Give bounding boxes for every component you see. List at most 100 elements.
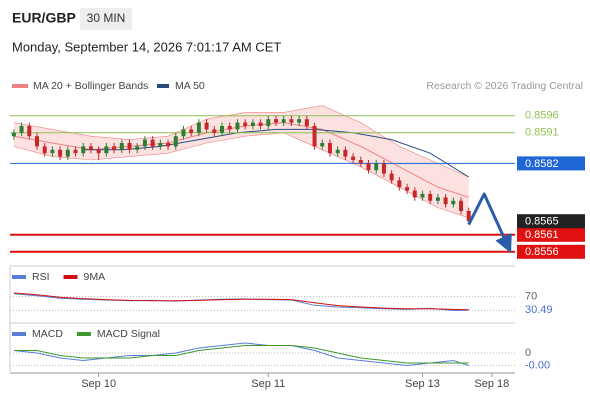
candle-body [158,143,163,147]
current-price-label: 0.8565 [525,216,559,228]
series-line [13,342,469,367]
candle-body [451,200,456,205]
current-label: 30.49 [525,304,553,316]
candle-body [366,163,371,171]
candle-body [50,149,55,154]
candle-body [297,119,302,123]
candle-body [150,139,155,147]
legend-label: MACD Signal [97,328,160,340]
candle-body [250,122,255,126]
candle-body [142,139,147,147]
legend-label: MACD [32,328,63,340]
candle-body [73,149,78,154]
datetime: Monday, September 14, 2026 7:01:17 AM CE… [12,39,281,54]
candle-body [112,146,117,150]
current-price-box [517,214,585,229]
candle-body [405,187,410,191]
candle-body [220,126,225,133]
candle-body [34,136,39,147]
candle-body [258,122,263,126]
legend-label: 9MA [84,271,106,283]
candle-body [127,143,132,150]
candle-body [181,129,186,137]
candle-body [397,180,402,188]
candle-body [343,149,348,157]
candle-body [173,136,178,147]
legend-swatch [12,84,28,88]
candle-body [58,149,63,157]
candle-body [166,143,171,147]
legend-swatch [76,332,91,336]
candle-body [19,126,24,133]
candle-body [420,194,425,198]
candle-body [312,126,317,147]
level-label-box [517,156,585,171]
y-tick-label: 0 [525,347,531,359]
candle-body [42,146,47,154]
candle-body [435,197,440,201]
candle-body [459,200,464,211]
candle-body [65,149,70,157]
forecast-arrow [467,192,512,254]
candle-body [81,146,86,154]
candle-body [235,122,240,130]
series-line [13,345,469,364]
candle-body [320,143,325,147]
bollinger-upper [13,105,469,178]
interval: 30 MIN [87,11,126,25]
candle-body [412,190,417,198]
candle-body [273,119,278,123]
candle-body [389,173,394,181]
candle-body [281,119,286,123]
candle-body [196,122,201,133]
candle-body [27,126,32,137]
x-tick-label: Sep 11 [251,378,285,390]
candle-body [119,143,124,150]
candle-body [351,156,356,160]
candle-body [96,149,101,154]
bollinger-band [13,105,469,218]
credit: Research © 2026 Trading Central [426,80,583,92]
legend-label: MA 20 + Bollinger Bands [33,80,148,92]
candle-body [304,119,309,126]
candle-body [466,211,471,222]
candle-body [227,126,232,130]
level-label: 0.8582 [525,158,559,170]
series-line [13,292,469,311]
legend-swatch [63,275,78,279]
symbol: EUR/GBP [12,10,76,26]
ma50-line [83,128,469,178]
candle-body [88,146,93,150]
candle-body [204,122,209,130]
current-label: -0.00 [525,359,550,371]
candle-body [335,149,340,154]
legend-label: RSI [32,271,50,283]
y-tick-label: 70 [525,290,537,302]
candle-body [104,146,109,154]
x-tick-label: Sep 10 [81,378,116,390]
x-tick-label: Sep 18 [474,378,509,390]
candle-body [327,143,332,154]
legend-label: MA 50 [175,80,205,92]
candle-body [443,197,448,205]
x-tick-label: Sep 13 [405,378,440,390]
candle-body [428,194,433,201]
level-label-box [517,244,585,259]
candle-body [189,129,194,133]
legend-swatch [157,84,169,88]
candle-body [135,146,140,150]
candle-body [266,119,271,126]
legend-swatch [12,332,26,336]
level-label: 0.8561 [525,229,559,241]
level-label: 0.8556 [525,246,559,258]
interval-box [80,8,132,30]
candle-body [358,160,363,164]
level-label: 0.8591 [525,127,559,139]
candle-body [381,163,386,174]
legend-swatch [12,275,26,279]
candle-body [289,119,294,123]
candle-body [374,163,379,171]
level-label: 0.8596 [525,110,559,122]
